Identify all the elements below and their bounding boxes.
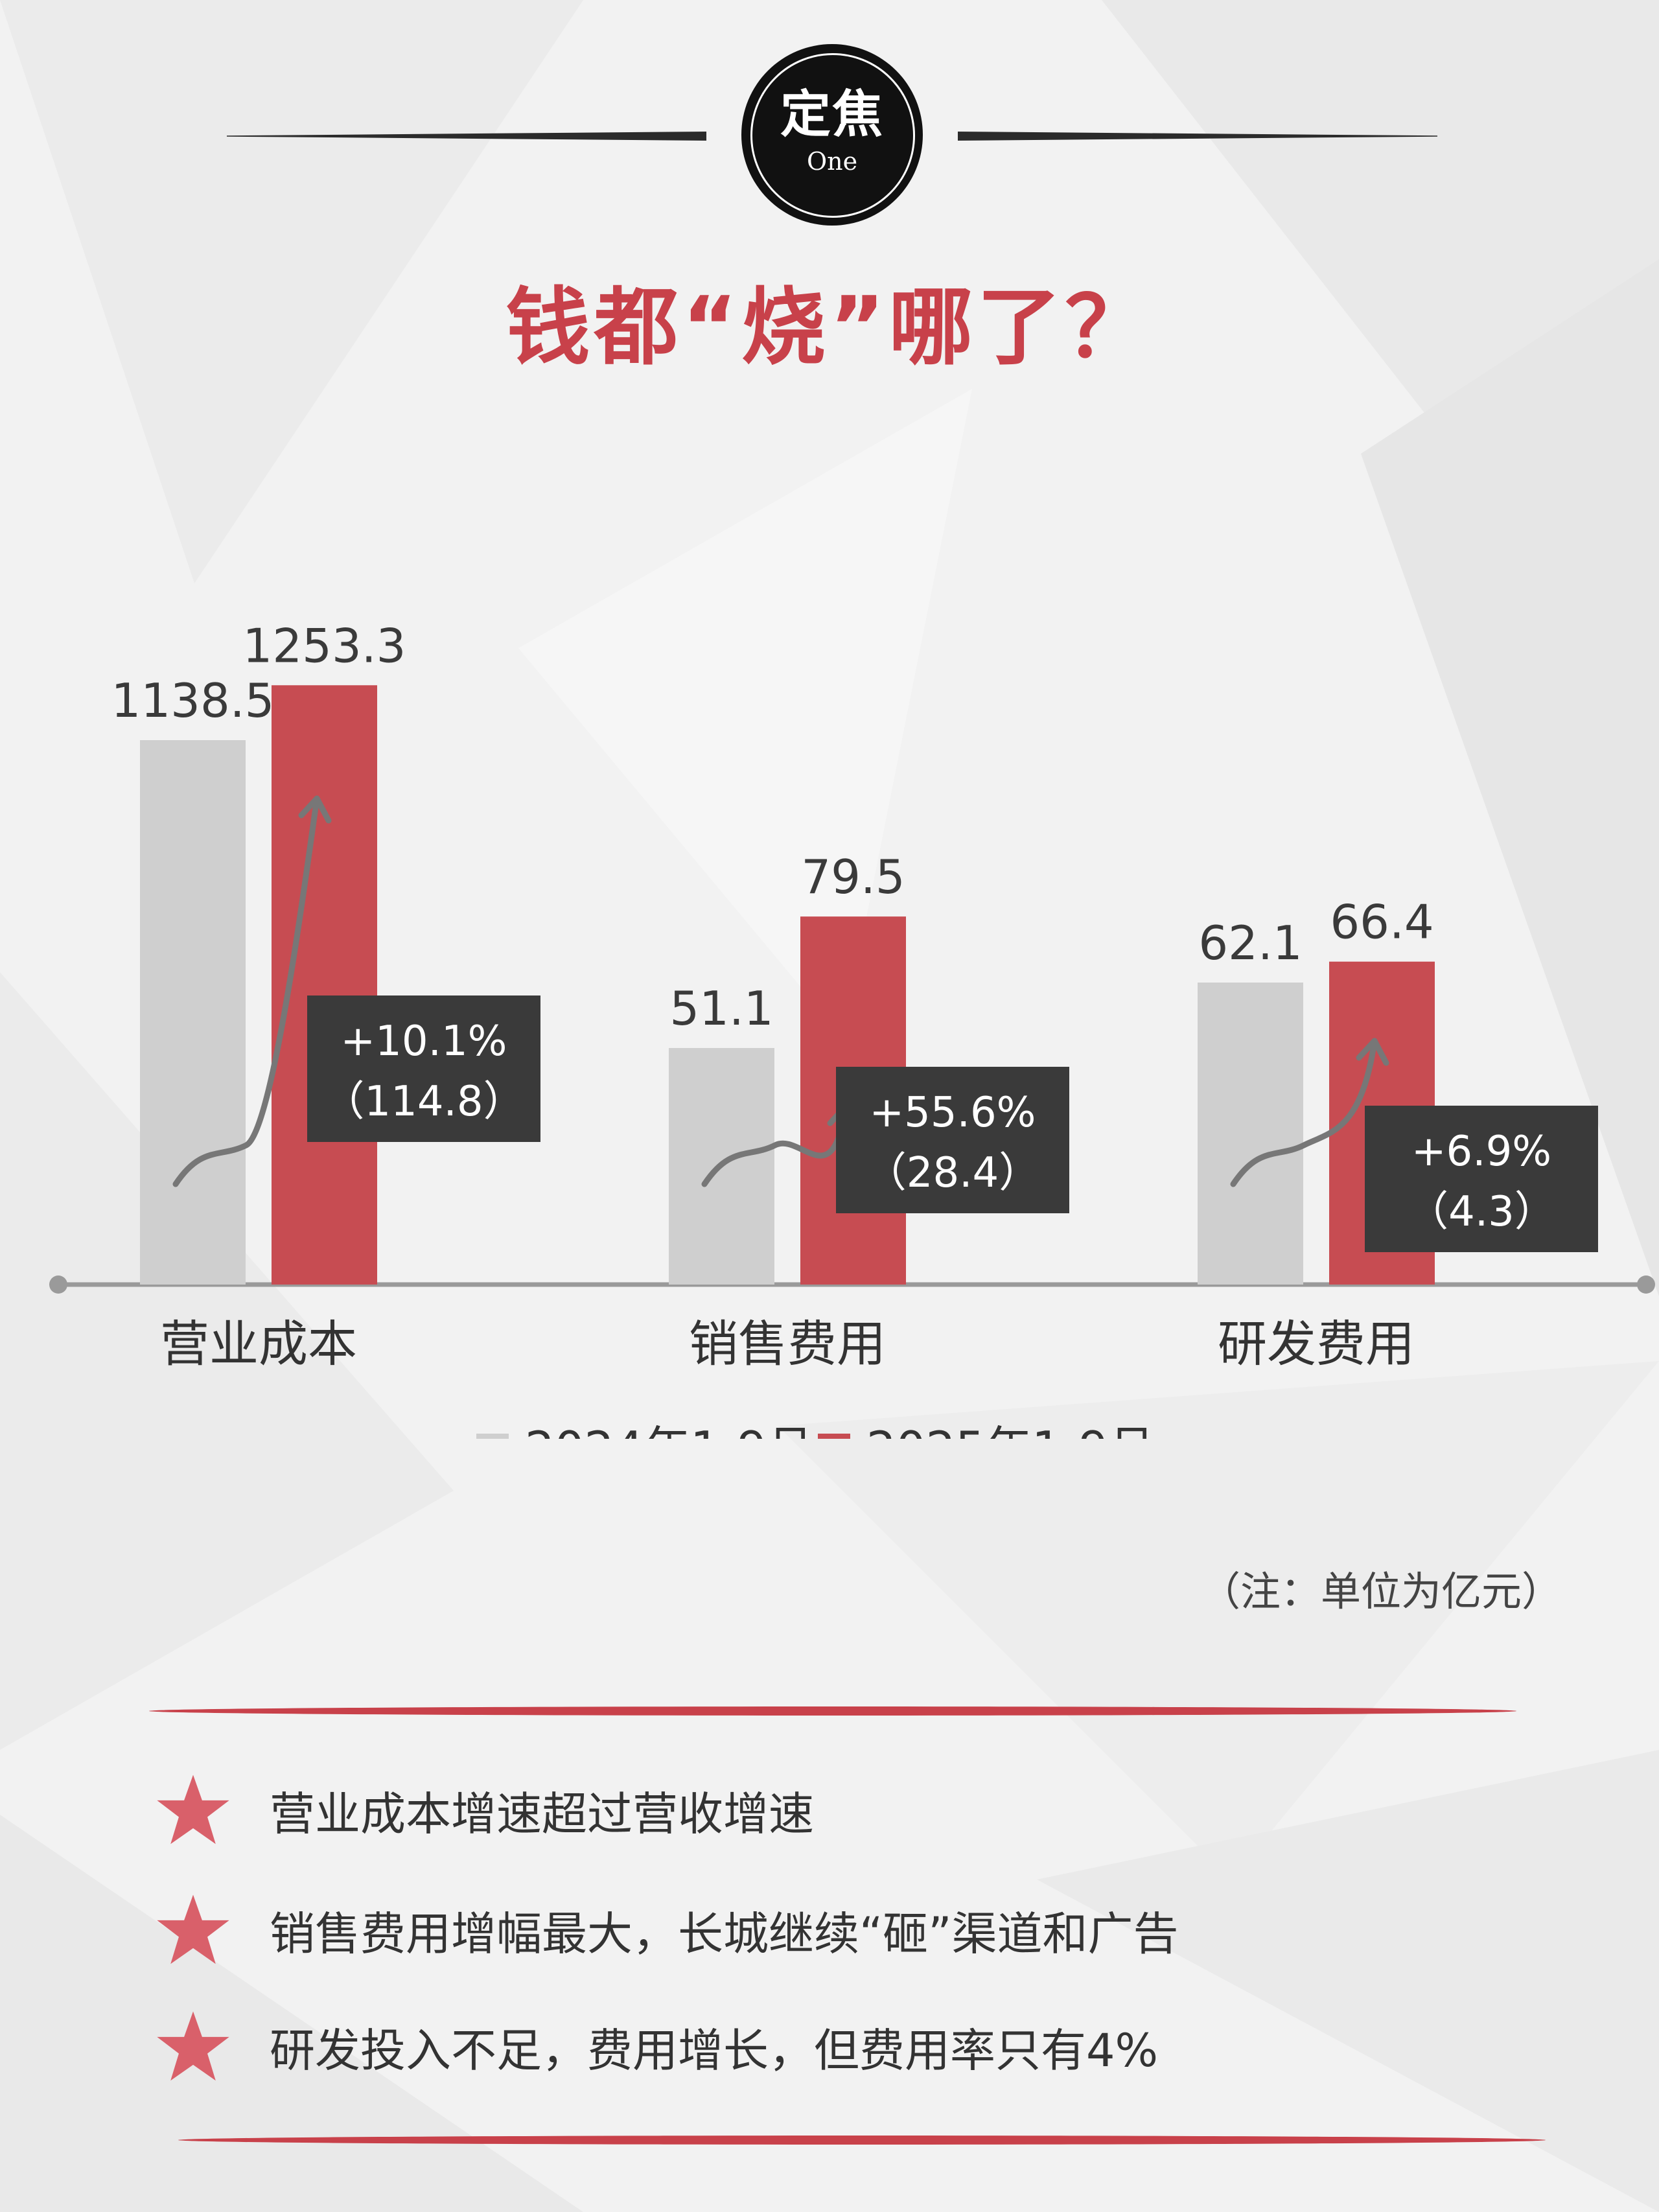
bullet-item: 营业成本增速超过营收增速 xyxy=(156,1773,814,1848)
divider-top xyxy=(149,1706,1516,1716)
bar xyxy=(1198,983,1303,1285)
legend-swatch xyxy=(476,1434,509,1439)
growth-delta: （4.3） xyxy=(1407,1188,1556,1236)
data-label: 62.1 xyxy=(1198,916,1302,970)
bullet-item: 研发投入不足，费用增长，但费用率只有4% xyxy=(156,2009,1158,2084)
legend-swatch xyxy=(818,1434,850,1439)
growth-percent: +55.6% xyxy=(870,1089,1036,1137)
bullet-item: 销售费用增幅最大，长城继续“砸”渠道和广告 xyxy=(156,1892,1179,1968)
growth-label-box xyxy=(836,1067,1069,1213)
bar xyxy=(140,740,246,1285)
section-badge: 定焦 One xyxy=(741,44,923,226)
growth-percent: +10.1% xyxy=(341,1018,507,1065)
star-icon xyxy=(157,1894,229,1964)
arrow-head xyxy=(298,795,332,824)
growth-delta: （28.4） xyxy=(865,1149,1041,1197)
divider-bottom xyxy=(178,2136,1546,2145)
growth-arrow xyxy=(172,795,320,1187)
growth-arrow xyxy=(1230,1038,1378,1187)
data-label: 66.4 xyxy=(1330,895,1433,949)
category-label: 研发费用 xyxy=(1218,1315,1415,1373)
axis-end-dot xyxy=(1637,1275,1655,1294)
bullet-text: 研发投入不足，费用增长，但费用率只有4% xyxy=(270,2023,1159,2077)
bullet-text: 销售费用增幅最大，长城继续“砸”渠道和广告 xyxy=(270,1907,1179,1961)
page-title: 钱都“烧”哪了？ xyxy=(505,278,1154,377)
data-label: 51.1 xyxy=(669,981,773,1036)
axis-end-dot xyxy=(49,1275,67,1294)
category-label: 营业成本 xyxy=(160,1315,357,1373)
growth-delta: （114.8） xyxy=(323,1078,524,1126)
star-icon xyxy=(157,2011,229,2081)
growth-label-box xyxy=(1365,1106,1598,1252)
bullet-text: 营业成本增速超过营收增速 xyxy=(270,1787,814,1841)
data-label: 79.5 xyxy=(801,850,905,904)
growth-arrow xyxy=(701,1103,849,1187)
star-icon xyxy=(157,1775,229,1845)
growth-percent: +6.9% xyxy=(1411,1128,1551,1176)
data-label: 1253.3 xyxy=(243,618,406,673)
unit-note: （注：单位为亿元） xyxy=(1200,1568,1562,1615)
legend-label: 2024年1-9月 xyxy=(525,1421,813,1439)
badge-ring xyxy=(750,53,915,218)
category-label: 销售费用 xyxy=(689,1315,886,1373)
growth-label-box xyxy=(307,995,540,1142)
legend-label: 2025年1-9月 xyxy=(866,1421,1155,1439)
arrow-head xyxy=(1356,1038,1389,1066)
data-label: 1138.5 xyxy=(111,673,275,728)
